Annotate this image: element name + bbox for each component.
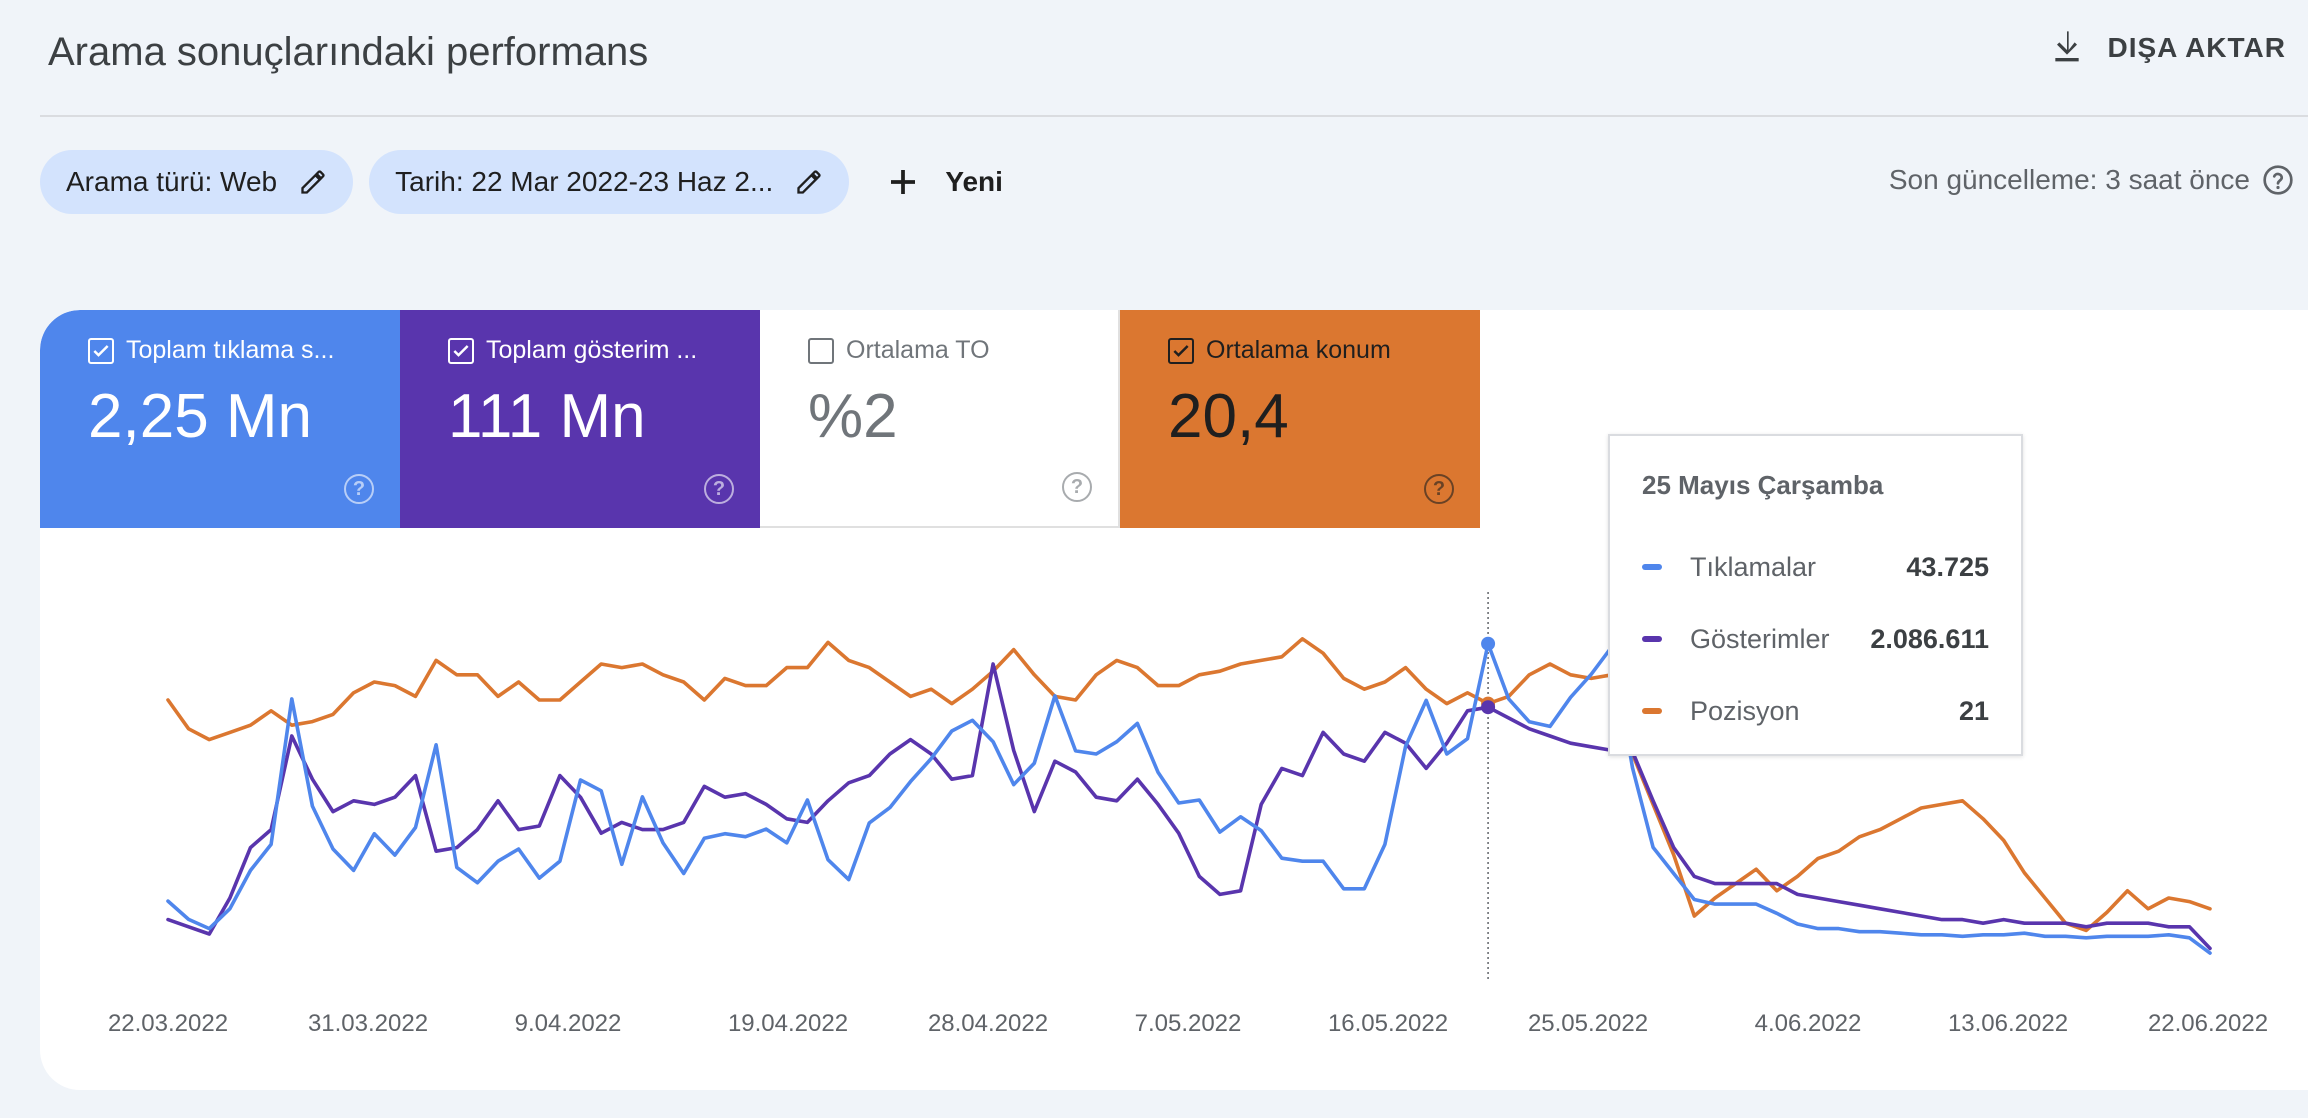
x-tick-label: 28.04.2022 (928, 1010, 1048, 1037)
checkbox-unchecked-icon[interactable] (808, 337, 834, 364)
x-tick-label: 22.03.2022 (108, 1010, 228, 1037)
tooltip-date: 25 Mayıs Çarşamba (1642, 470, 1884, 500)
download-icon (2055, 31, 2080, 62)
series-line-position (166, 636, 2212, 933)
x-tick-label: 7.05.2022 (1135, 1010, 1242, 1037)
help-icon[interactable]: ? (1062, 472, 1092, 502)
metric-value: %2 (808, 382, 898, 451)
highlight-point-impressions (1481, 700, 1496, 715)
metric-label: Ortalama konum (1206, 336, 1391, 364)
checkbox-checked-icon[interactable] (88, 337, 114, 364)
date-range-label: Tarih: 22 Mar 2022-23 Haz 2... (395, 166, 774, 197)
metric-tabs: Toplam tıklama s... 2,25 Mn ? Toplam gös… (40, 310, 1480, 528)
tooltip-row-impressions: Gösterimler 2.086.611 (1642, 603, 1989, 675)
legend-swatch-clicks (1642, 564, 1662, 570)
x-tick-label: 22.06.2022 (2148, 1010, 2268, 1037)
chart-tooltip: 25 Mayıs Çarşamba Tıklamalar 43.725 Göst… (1608, 434, 2023, 756)
legend-swatch-impressions (1642, 636, 1662, 642)
new-filter-button[interactable]: Yeni (885, 164, 1003, 200)
search-type-label: Arama türü: Web (66, 166, 278, 197)
x-tick-label: 31.03.2022 (308, 1010, 428, 1037)
tooltip-value: 2.086.611 (1870, 623, 1989, 654)
tooltip-value: 21 (1958, 695, 1989, 726)
metric-total-impressions[interactable]: Toplam gösterim ... 111 Mn ? (400, 310, 760, 528)
export-button[interactable]: DIŞA AKTAR (2047, 28, 2286, 68)
tooltip-row-clicks: Tıklamalar 43.725 (1642, 531, 1989, 603)
x-tick-label: 16.05.2022 (1328, 1010, 1448, 1037)
performance-card: Toplam tıklama s... 2,25 Mn ? Toplam gös… (40, 310, 2308, 1090)
x-tick-label: 9.04.2022 (515, 1010, 622, 1037)
x-tick-label: 4.06.2022 (1755, 1010, 1862, 1037)
metric-average-position[interactable]: Ortalama konum 20,4 ? (1120, 310, 1480, 528)
header-divider (40, 115, 2308, 117)
plus-icon (891, 170, 916, 194)
checkbox-checked-icon[interactable] (448, 337, 474, 364)
metric-value: 2,25 Mn (88, 382, 313, 451)
metric-average-ctr[interactable]: Ortalama TO %2 ? (760, 310, 1120, 528)
edit-icon[interactable] (795, 168, 823, 196)
performance-chart[interactable]: 22.03.2022 31.03.2022 9.04.2022 19.04.2022 2… (40, 310, 2308, 1090)
last-update: Son güncelleme: 3 saat önce (1889, 164, 2294, 196)
export-label: DIŞA AKTAR (2107, 32, 2286, 63)
legend-swatch-position (1642, 708, 1662, 714)
highlight-point-clicks (1481, 636, 1496, 651)
metric-label: Ortalama TO (846, 336, 990, 364)
help-icon[interactable] (2262, 164, 2294, 196)
metric-value: 20,4 (1168, 382, 1289, 451)
page-title: Arama sonuçlarındaki performans (48, 30, 649, 74)
series-line-clicks (166, 641, 2212, 955)
date-range-chip[interactable]: Tarih: 22 Mar 2022-23 Haz 2... (369, 150, 850, 214)
tooltip-row-position: Pozisyon 21 (1642, 675, 1989, 747)
tooltip-value: 43.725 (1906, 551, 1989, 582)
series-line-impressions (166, 662, 2212, 951)
x-tick-label: 13.06.2022 (1948, 1010, 2068, 1037)
new-filter-label: Yeni (945, 166, 1003, 197)
help-icon[interactable]: ? (704, 474, 734, 504)
filter-bar: Arama türü: Web Tarih: 22 Mar 2022-23 Ha… (40, 150, 1003, 214)
checkbox-checked-icon[interactable] (1168, 337, 1194, 364)
edit-icon[interactable] (299, 168, 327, 196)
metric-label: Toplam gösterim ... (486, 336, 698, 364)
metric-label: Toplam tıklama s... (126, 336, 335, 364)
help-icon[interactable]: ? (1424, 474, 1454, 504)
x-tick-label: 25.05.2022 (1528, 1010, 1648, 1037)
tooltip-label: Pozisyon (1690, 695, 1800, 726)
help-icon[interactable]: ? (344, 474, 374, 504)
tooltip-label: Gösterimler (1690, 623, 1830, 654)
search-type-chip[interactable]: Arama türü: Web (40, 150, 354, 214)
last-update-text: Son güncelleme: 3 saat önce (1888, 164, 2250, 195)
metric-total-clicks[interactable]: Toplam tıklama s... 2,25 Mn ? (40, 310, 400, 528)
tooltip-label: Tıklamalar (1690, 551, 1817, 582)
x-tick-label: 19.04.2022 (728, 1010, 848, 1037)
metric-value: 111 Mn (448, 382, 646, 451)
